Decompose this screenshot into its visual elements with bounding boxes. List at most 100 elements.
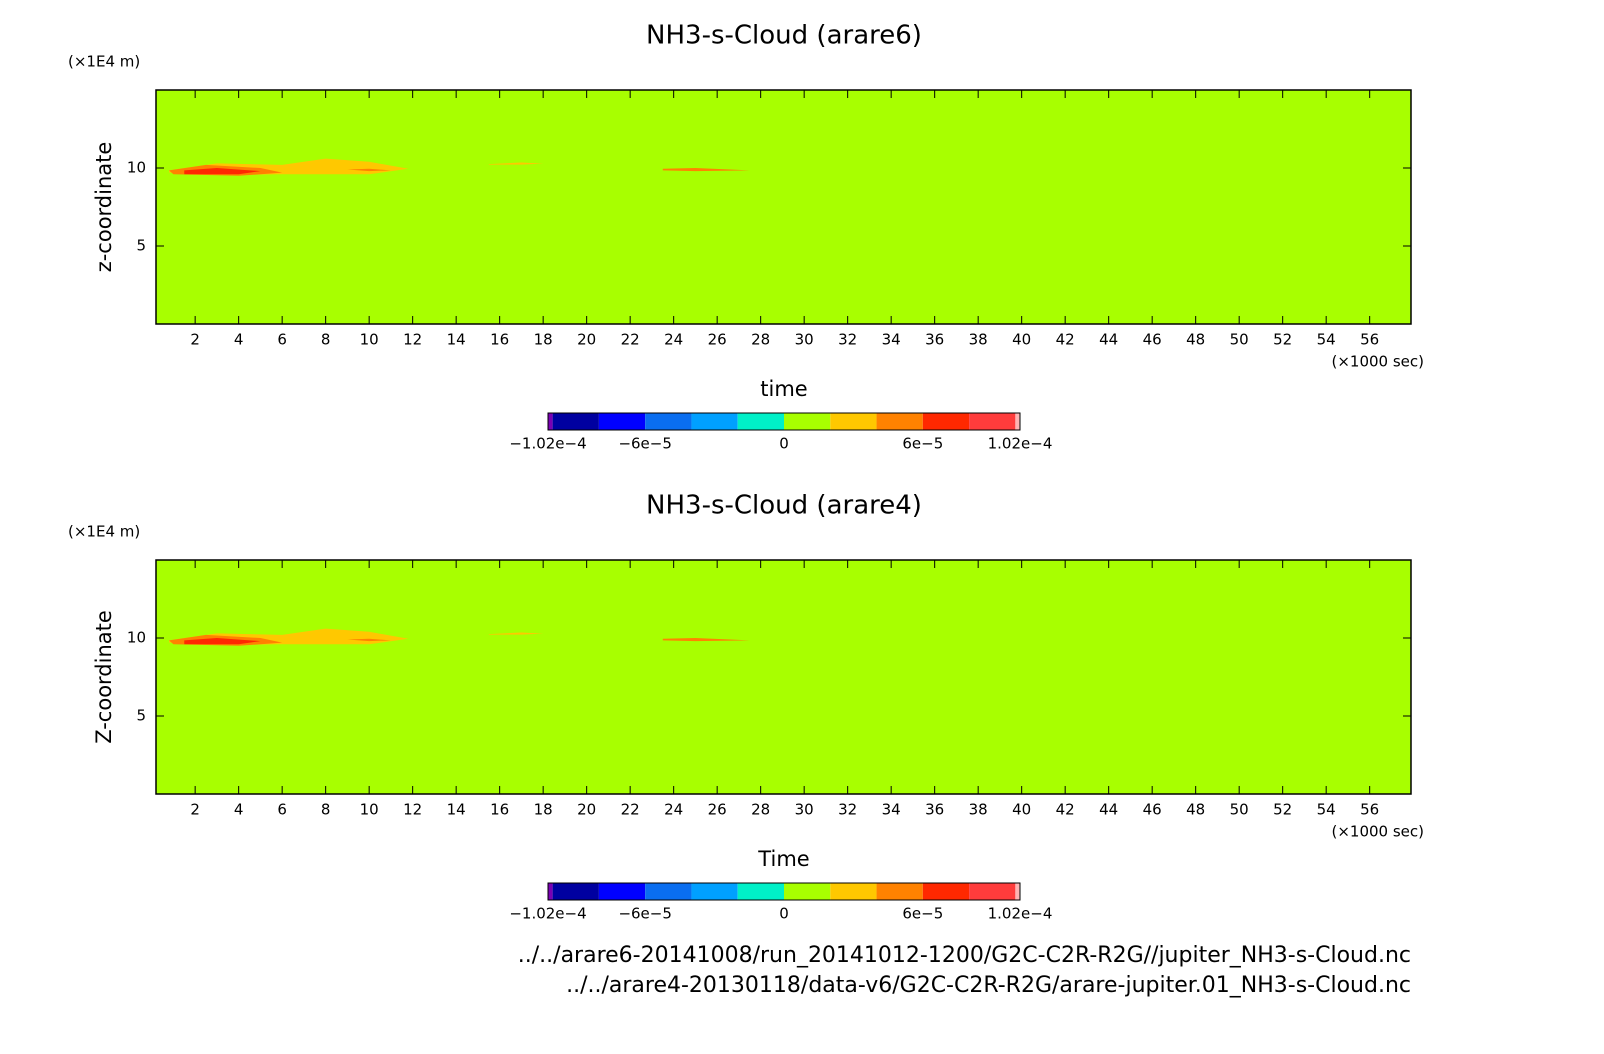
x-tick-label: 24 [664, 801, 683, 819]
x-axis-label: time [760, 377, 807, 401]
contour-region [184, 168, 261, 175]
x-tick-label: 44 [1099, 801, 1118, 819]
y-axis-label: z-coordinate [92, 142, 116, 273]
plot-frame [155, 89, 1412, 325]
x-tick-label: 4 [234, 801, 244, 819]
x-tick-label: 12 [403, 331, 422, 349]
y-axis-label: Z-coordinate [92, 610, 116, 744]
contour-region [662, 638, 750, 642]
x-unit: (×1000 sec) [1331, 353, 1424, 371]
colorbar-segment [548, 883, 553, 900]
colorbar-tick-label: −6e−5 [618, 905, 671, 923]
x-tick-label: 36 [925, 801, 944, 819]
x-tick-label: 36 [925, 331, 944, 349]
x-unit: (×1000 sec) [1331, 823, 1424, 841]
y-tick-label: 5 [136, 237, 146, 255]
x-tick-label: 28 [751, 331, 770, 349]
colorbar-tick-label: −1.02e−4 [509, 435, 586, 453]
contour-region [347, 638, 391, 642]
panel: NH3-s-Cloud (arare4)(×1E4 m)2 4 6 8 10 12 14 16… [68, 491, 1424, 923]
x-tick-label: 24 [664, 331, 683, 349]
x-tick-label: 18 [534, 801, 553, 819]
contour-region [662, 168, 750, 172]
x-tick-label: 30 [795, 331, 814, 349]
x-tick-label: 34 [882, 801, 901, 819]
colorbar-segment [645, 883, 692, 900]
x-tick-label: 38 [969, 801, 988, 819]
x-tick-label: 8 [321, 331, 331, 349]
x-tick-label: 52 [1273, 801, 1292, 819]
colorbar-segment [784, 413, 831, 430]
x-axis-label: Time [757, 847, 809, 871]
colorbar-segment [645, 413, 692, 430]
x-tick-label: 30 [795, 801, 814, 819]
x-tick-label: 44 [1099, 331, 1118, 349]
x-tick-label: 46 [1143, 801, 1162, 819]
x-tick-label: 48 [1186, 331, 1205, 349]
x-tick-label: 48 [1186, 801, 1205, 819]
chart-title: NH3-s-Cloud (arare4) [646, 491, 922, 521]
x-tick-label: 26 [708, 331, 727, 349]
colorbar-segment [922, 883, 970, 900]
x-tick-label: 16 [490, 801, 509, 819]
plot-frame [155, 559, 1412, 795]
contour-region [347, 168, 391, 172]
x-tick-label: 54 [1317, 331, 1336, 349]
x-tick-label: 42 [1056, 331, 1075, 349]
colorbar-tick-label: 0 [779, 905, 789, 923]
x-tick-label: 40 [1012, 801, 1031, 819]
colorbar-segment [876, 883, 923, 900]
x-tick-label: 50 [1230, 801, 1249, 819]
colorbar-segment [737, 883, 784, 900]
x-tick-label: 56 [1360, 331, 1379, 349]
field-background [156, 90, 1411, 324]
colorbar-segment [691, 413, 738, 430]
contour-region [488, 632, 544, 635]
y-tick-label: 10 [127, 629, 146, 647]
colorbar-segment [552, 883, 599, 900]
colorbar-segment [830, 883, 877, 900]
x-tick-label: 2 [190, 331, 200, 349]
x-tick-label: 20 [577, 801, 596, 819]
colorbar-segment [552, 413, 599, 430]
y-tick-label: 5 [136, 707, 146, 725]
panel: NH3-s-Cloud (arare6)(×1E4 m)2 4 6 8 10 12 14 16… [68, 21, 1424, 453]
x-tick-label: 34 [882, 331, 901, 349]
colorbar-segment [1015, 413, 1020, 430]
contour-region [488, 162, 544, 165]
x-tick-label: 18 [534, 331, 553, 349]
colorbar-frame [547, 412, 1021, 431]
x-tick-label: 2 [190, 801, 200, 819]
colorbar-segment [598, 883, 646, 900]
x-tick-label: 26 [708, 801, 727, 819]
colorbar-segment [830, 413, 877, 430]
colorbar-segment [598, 413, 646, 430]
colorbar-segment [922, 413, 970, 430]
x-tick-label: 52 [1273, 331, 1292, 349]
colorbar-segment [1015, 883, 1020, 900]
x-tick-label: 8 [321, 801, 331, 819]
contour-region [184, 638, 261, 645]
y-tick-label: 10 [127, 159, 146, 177]
x-tick-label: 20 [577, 331, 596, 349]
colorbar-tick-label: −1.02e−4 [509, 905, 586, 923]
x-tick-label: 14 [447, 331, 466, 349]
field-background [156, 560, 1411, 794]
x-tick-label: 6 [277, 331, 287, 349]
x-tick-label: 4 [234, 331, 244, 349]
x-tick-label: 40 [1012, 331, 1031, 349]
x-tick-label: 32 [838, 801, 857, 819]
colorbar-tick-label: 6e−5 [902, 435, 943, 453]
x-tick-label: 32 [838, 331, 857, 349]
colorbar-frame [547, 882, 1021, 901]
x-tick-label: 38 [969, 331, 988, 349]
y-unit: (×1E4 m) [68, 523, 140, 541]
colorbar-tick-label: 1.02e−4 [988, 905, 1053, 923]
x-tick-label: 6 [277, 801, 287, 819]
x-tick-label: 10 [360, 801, 379, 819]
x-tick-label: 42 [1056, 801, 1075, 819]
x-tick-label: 22 [621, 801, 640, 819]
colorbar-tick-label: −6e−5 [618, 435, 671, 453]
x-tick-label: 50 [1230, 331, 1249, 349]
